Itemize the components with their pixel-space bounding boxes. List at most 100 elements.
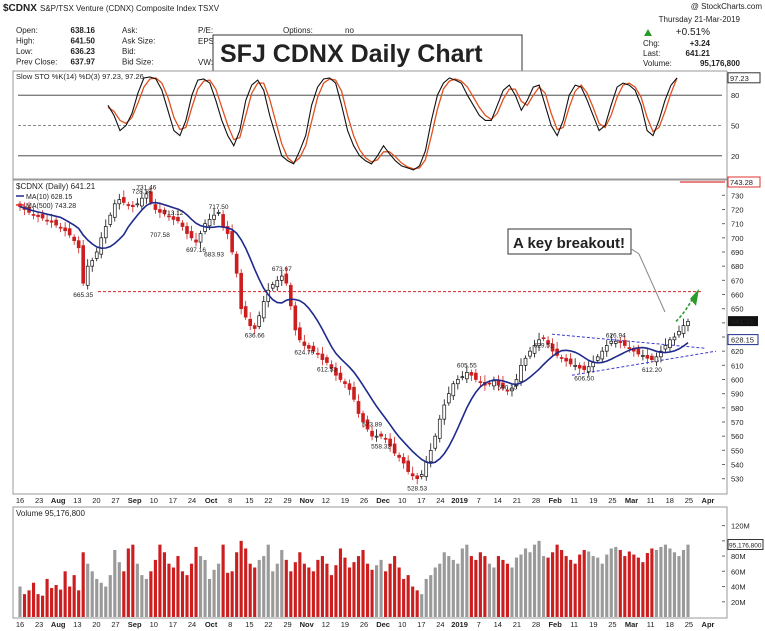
volume-bar	[492, 567, 496, 617]
volume-bar	[379, 559, 383, 617]
price-label: 612.53	[317, 367, 337, 374]
volume-bar	[185, 575, 189, 617]
price-label: 605.55	[457, 363, 477, 370]
candle-body	[451, 383, 456, 397]
price-label: 707.58	[150, 232, 170, 239]
candle-body	[167, 215, 171, 218]
volume-bar	[86, 563, 90, 617]
volume-bar	[374, 565, 379, 617]
x-tick-label: 25	[608, 496, 616, 505]
price-layer: 5305405505605705805906006106206306406506…	[18, 176, 761, 493]
volume-bar	[582, 549, 586, 617]
candle-body	[40, 214, 45, 219]
volume-bar	[307, 567, 311, 617]
volume-bar	[546, 557, 550, 617]
candle-body	[559, 357, 564, 359]
volume-bar	[212, 569, 216, 617]
volume-bar	[59, 589, 63, 617]
candle-body	[442, 404, 447, 420]
candle-body	[356, 401, 361, 414]
quote-value: 641.50	[71, 37, 96, 46]
volume-tick-label: 120M	[731, 522, 750, 531]
volume-bar	[433, 567, 437, 617]
candle-body	[465, 372, 469, 380]
candle-body	[261, 301, 266, 319]
candle-body	[397, 454, 401, 458]
candle-body	[72, 236, 76, 242]
volume-bar	[564, 556, 568, 617]
volume-bar	[623, 556, 627, 617]
volume-bar	[636, 557, 640, 617]
volume-bar	[22, 594, 27, 617]
legend-ma10: MA(10) 628.15	[26, 194, 72, 201]
volume-bar	[77, 590, 81, 617]
volume-bar	[329, 575, 334, 617]
volume-bar	[54, 585, 58, 617]
volume-bar	[235, 552, 239, 617]
candle-body	[311, 345, 316, 352]
volume-bar	[618, 549, 622, 617]
sto-tick-label: 80	[731, 91, 739, 100]
candle-body	[352, 386, 356, 400]
x-tick-label-bottom: 8	[228, 620, 232, 629]
candle-body	[302, 341, 307, 346]
chg-label: Chg:	[643, 39, 660, 48]
price-label: 728.58	[132, 188, 152, 195]
volume-bar	[614, 546, 618, 617]
candle-body	[564, 357, 568, 362]
candle-body	[135, 203, 140, 206]
x-tick-label-bottom: 19	[589, 620, 597, 629]
price-label: 612.20	[642, 367, 662, 374]
x-tick-label: Mar	[625, 496, 638, 505]
candle-body	[198, 233, 203, 243]
candle-body	[537, 339, 541, 346]
candle-body	[424, 461, 429, 477]
arrow-head-icon	[690, 288, 699, 306]
x-tick-label: 15	[245, 496, 253, 505]
price-tick-label: 730	[731, 191, 744, 200]
quote-label: Open:	[16, 26, 38, 35]
volume-bar	[388, 563, 392, 617]
sto-d-line	[107, 77, 678, 170]
volume-tick-label: 40M	[731, 583, 746, 592]
volume-bar	[420, 594, 424, 617]
volume-value-tag	[727, 539, 764, 551]
candle-body	[469, 372, 474, 376]
x-tick-label-bottom: Apr	[702, 620, 715, 629]
price-tick-label: 650	[731, 305, 744, 314]
volume-value-tag-text: 95,176,800	[729, 543, 762, 550]
volume-bar	[316, 559, 320, 617]
volume-bar	[239, 540, 243, 617]
volume-bar	[180, 571, 185, 617]
index-name: S&P/TSX Venture (CDNX) Composite Index T…	[40, 4, 220, 13]
candle-body	[94, 251, 99, 259]
volume-bar	[609, 548, 613, 617]
volume-bar	[551, 552, 555, 617]
volume-bar	[474, 559, 478, 617]
x-tick-label: Aug	[51, 496, 66, 505]
volume-bar	[397, 567, 401, 617]
volume-bar	[320, 556, 324, 617]
volume-bar	[266, 544, 270, 617]
quote-mid-label: Bid Size:	[122, 58, 154, 67]
volume-bar	[438, 563, 442, 617]
volume-bar	[257, 559, 261, 617]
price-label: 665.35	[73, 292, 93, 299]
volume-tick-label: 60M	[731, 567, 746, 576]
volume-bar	[596, 557, 600, 617]
candle-body	[307, 345, 311, 349]
header: $CDNX S&P/TSX Venture (CDNX) Composite I…	[3, 2, 762, 68]
volume-bar	[510, 567, 514, 617]
x-tick-label: 7	[477, 496, 481, 505]
candle-body	[81, 245, 85, 284]
volume-bar	[600, 563, 604, 617]
candle-body	[239, 272, 243, 310]
price-label: 673.67	[272, 266, 292, 273]
pe-label: EPS:	[198, 37, 216, 46]
x-tick-label-bottom: 19	[341, 620, 349, 629]
volume-bar	[605, 554, 609, 617]
volume-bar	[487, 563, 491, 617]
candle-body	[180, 222, 185, 227]
candle-body	[243, 306, 248, 318]
quote-mid-label: Bid:	[122, 47, 136, 56]
